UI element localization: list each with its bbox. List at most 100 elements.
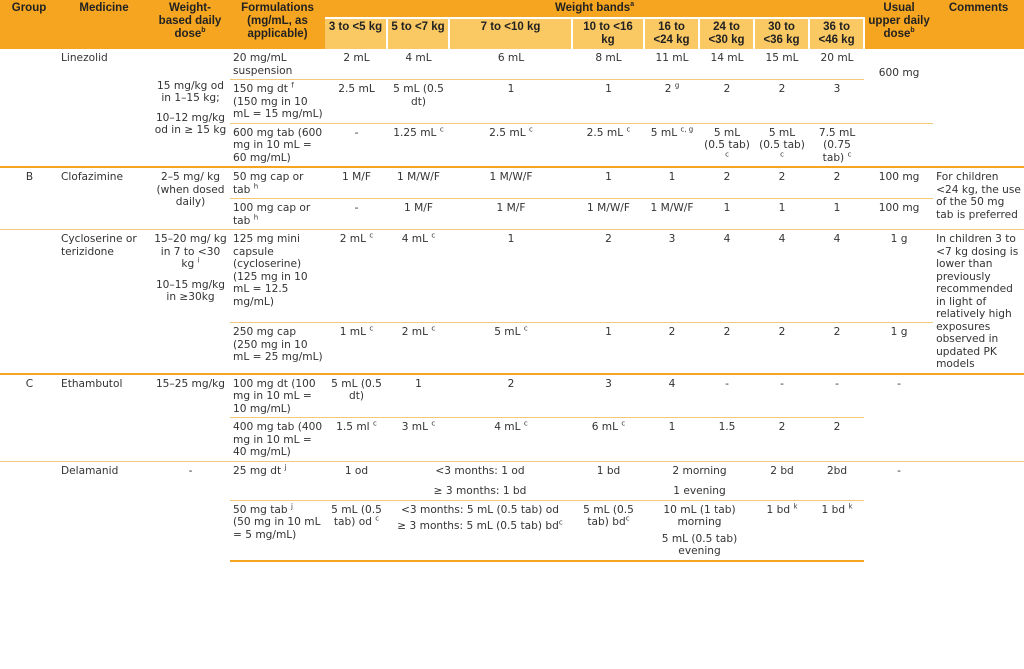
dose-cell: 2 g bbox=[644, 79, 699, 123]
formulation: 100 mg cap or tab h bbox=[230, 198, 325, 230]
dose-cell: - bbox=[809, 372, 865, 418]
band-header: 24 to <30 kg bbox=[699, 18, 755, 49]
dose-cell: - bbox=[325, 198, 387, 230]
dose-cell: 5 mL (0.5 tab) bdc bbox=[572, 499, 644, 562]
table-row: C Ethambutol 15–25 mg/kg 100 mg dt (100 … bbox=[0, 372, 1024, 461]
dose-cell: 1 mL c bbox=[325, 322, 387, 374]
dose-cell: - bbox=[699, 372, 754, 418]
upper-dose: 100 mg bbox=[864, 198, 934, 230]
dose-cell: 5 mL (0.5 dt) bbox=[325, 372, 387, 418]
dose-cell: 14 mL bbox=[710, 52, 744, 64]
dose-cell: 3 bbox=[644, 228, 699, 323]
dose-cell: 2 bbox=[754, 417, 809, 461]
upper-dose: 100 mg bbox=[864, 166, 934, 199]
dose-cell: 6 mL bbox=[497, 52, 525, 64]
medicine-name: Linezolid bbox=[61, 52, 108, 64]
dosing-table: Group Medicine Weight-based daily doseb … bbox=[0, 0, 1024, 562]
dose-cell: <3 months: 1 od ≥ 3 months: 1 bd bbox=[387, 460, 572, 500]
dose-cell: 20 mL bbox=[820, 52, 854, 64]
dose-cell: 1.5 bbox=[699, 417, 754, 461]
upper-dose: 600 mg bbox=[878, 67, 920, 79]
table-row: 250 mg cap (250 mg in 10 mL = 25 mg/mL) … bbox=[0, 322, 1024, 374]
formulation: 25 mg dt j bbox=[230, 460, 325, 500]
band-header: 5 to <7 kg bbox=[387, 18, 450, 49]
dose-cell: 2 bbox=[449, 372, 572, 418]
dose-cell: 2 bbox=[699, 322, 754, 374]
formulation: 400 mg tab (400 mg in 10 mL = 40 mg/mL) bbox=[230, 417, 325, 461]
dose-cell: 1 bbox=[754, 198, 809, 230]
dose-cell: 2 morning 1 evening bbox=[644, 460, 754, 500]
dose-cell: <3 months: 5 mL (0.5 tab) od ≥ 3 months: … bbox=[387, 499, 572, 562]
dose-cell: 1 bbox=[572, 166, 644, 199]
dose-cell: 1 M/F bbox=[325, 166, 387, 199]
dose-cell: 5 mL (0.5 dt) bbox=[387, 79, 449, 123]
dose-cell: 1 bbox=[387, 372, 449, 418]
comment: For children <24 kg, the use of the 50 m… bbox=[933, 166, 1024, 230]
dose-cell: 2 bbox=[699, 79, 754, 123]
group-cell bbox=[0, 49, 58, 167]
formulation: 50 mg tab j (50 mg in 10 mL = 5 mg/mL) bbox=[230, 499, 325, 562]
dose-cell: 4 bbox=[699, 228, 754, 323]
group-cell bbox=[0, 460, 58, 561]
medicine-name: Delamanid bbox=[58, 460, 150, 561]
dose-cell: 1 M/W/F bbox=[644, 198, 699, 230]
dose-cell: 2 bbox=[754, 322, 809, 374]
dose-cell: 1 bbox=[572, 79, 644, 123]
formulation: 250 mg cap (250 mg in 10 mL = 25 mg/mL) bbox=[230, 322, 325, 374]
header-group: Group bbox=[0, 0, 58, 49]
band-header: 3 to <5 kg bbox=[325, 18, 388, 49]
formulation: 150 mg dt f (150 mg in 10 mL = 15 mg/mL) bbox=[230, 79, 325, 123]
table-row: 100 mg cap or tab h - 1 M/F 1 M/F 1 M/W/… bbox=[0, 198, 1024, 230]
table-row: 50 mg tab j (50 mg in 10 mL = 5 mg/mL) 5 … bbox=[0, 499, 1024, 562]
upper-dose bbox=[864, 122, 934, 167]
group-cell: B bbox=[0, 166, 58, 230]
weight-dose: 15 mg/kg od in 1–15 kg; 10–12 mg/kg od in… bbox=[154, 79, 227, 137]
dose-cell: 1.25 mL c bbox=[387, 122, 449, 167]
dose-cell: 4 mL bbox=[405, 52, 432, 64]
dose-cell: 3 bbox=[809, 79, 865, 123]
dose-cell: 1 bbox=[572, 322, 644, 374]
formulation: 100 mg dt (100 mg in 10 mL = 10 mg/mL) bbox=[230, 372, 325, 418]
dose-cell: 6 mL c bbox=[572, 417, 644, 461]
dose-cell: 1 bbox=[449, 228, 572, 323]
dose-cell: 1 bd k bbox=[809, 499, 865, 562]
dose-cell: 5 mL (0.5 tab) od c bbox=[325, 499, 387, 562]
dose-cell: 5 mL c bbox=[449, 322, 572, 374]
band-header: 30 to <36 kg bbox=[754, 18, 810, 49]
dose-cell: 8 mL bbox=[595, 52, 622, 64]
dose-cell: 4 bbox=[754, 228, 809, 323]
formulation: 20 mg/mL suspension bbox=[233, 52, 293, 77]
dose-cell: 2 bbox=[572, 228, 644, 323]
dose-cell: 2 mL c bbox=[387, 322, 449, 374]
dose-cell: 2.5 mL c bbox=[572, 122, 644, 167]
dose-cell: 2.5 mL c bbox=[449, 122, 572, 167]
comment bbox=[933, 372, 1024, 461]
header-formulations: Formulations (mg/mL, as applicable) bbox=[230, 0, 325, 49]
dose-cell: 1 bbox=[809, 198, 865, 230]
header-weight-bands: Weight bandsa bbox=[325, 0, 865, 19]
dose-cell: 1 bd k bbox=[754, 499, 809, 562]
dose-cell: 4 mL c bbox=[387, 228, 449, 323]
dose-cell: 2 bbox=[754, 79, 809, 123]
dose-cell: 1 M/W/F bbox=[387, 166, 449, 199]
dose-cell: 1 M/W/F bbox=[449, 166, 572, 199]
dose-cell: 1 bbox=[644, 166, 699, 199]
formulation: 125 mg mini capsule (cycloserine) (125 m… bbox=[230, 228, 325, 323]
dose-cell: 2 bd bbox=[754, 460, 809, 500]
dose-cell: 4 mL c bbox=[449, 417, 572, 461]
medicine-name: Clofazimine bbox=[58, 166, 150, 230]
dose-cell: 1 M/F bbox=[387, 198, 449, 230]
comment bbox=[933, 49, 1024, 167]
dose-cell: 10 mL (1 tab) morning 5 mL (0.5 tab) even… bbox=[644, 499, 754, 562]
weight-dose: 15–20 mg/ kg in 7 to <30 kg i 10–15 mg/kg… bbox=[150, 229, 230, 374]
weight-dose: - bbox=[150, 460, 230, 561]
formulation: 50 mg cap or tab h bbox=[230, 166, 325, 199]
upper-dose: 1 g bbox=[864, 322, 934, 374]
formulation: 600 mg tab (600 mg in 10 mL = 60 mg/mL) bbox=[230, 122, 325, 167]
comment: In children 3 to <7 kg dosing is lower t… bbox=[933, 229, 1024, 374]
table-row: Linezolid 15 mg/kg od in 1–15 kg; 10–12 m… bbox=[0, 49, 1024, 136]
dose-cell: 1 bbox=[699, 198, 754, 230]
table-row: Cycloserine or terizidone 15–20 mg/ kg i… bbox=[0, 228, 1024, 374]
group-cell bbox=[0, 229, 58, 374]
dose-cell: 2 bbox=[809, 322, 865, 374]
